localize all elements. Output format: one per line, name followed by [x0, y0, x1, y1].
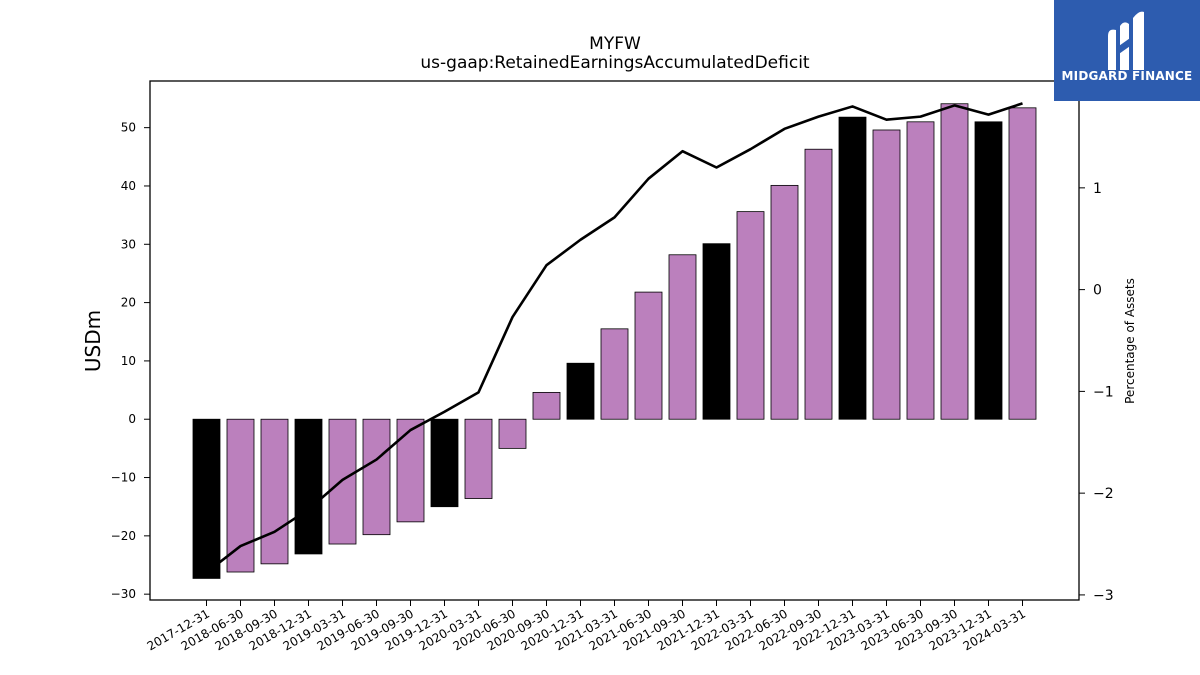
y2-tick-label: −2	[1093, 486, 1114, 502]
bar-2021-12-31	[702, 243, 731, 420]
bar-2020-03-31	[464, 418, 493, 499]
bar-2020-12-31	[566, 362, 595, 420]
y-tick-label: −30	[111, 587, 136, 601]
brand-name: MIDGARD FINANCE	[1061, 69, 1193, 83]
bar-2023-12-31	[974, 121, 1003, 420]
brand-logo: MIDGARD FINANCE	[1054, 0, 1200, 101]
y-tick-label: −10	[111, 471, 136, 485]
y2-tick-label: −3	[1093, 588, 1114, 604]
y-tick-label: −20	[111, 529, 136, 543]
x-axis: 2017-12-312018-06-302018-09-302018-12-31…	[145, 600, 1028, 653]
bar-2021-09-30	[668, 254, 697, 420]
bar-2018-06-30	[226, 418, 255, 573]
bar-2023-06-30	[906, 121, 935, 420]
series-line	[205, 102, 1023, 574]
bars-layer	[192, 103, 1037, 579]
y2-tick-label: 1	[1093, 181, 1102, 197]
bar-2022-09-30	[804, 148, 833, 420]
y2-axis: −3 −2 −1 0 1	[1079, 181, 1114, 604]
y2-tick-label: −1	[1093, 384, 1114, 400]
bar-2022-12-31	[838, 116, 867, 420]
bar-2020-09-30	[532, 391, 561, 420]
bar-2021-03-31	[600, 328, 629, 420]
y-tick-label: 30	[121, 237, 136, 251]
bar-2023-03-31	[872, 129, 901, 420]
bar-2018-09-30	[260, 418, 289, 565]
y-tick-label: 40	[121, 179, 136, 193]
y-tick-label: 20	[121, 296, 136, 310]
bar-2023-09-30	[940, 103, 969, 420]
bar-2021-06-30	[634, 291, 663, 420]
bar-2017-12-31	[192, 418, 221, 579]
y-axis: −30 −20 −10 0 10 20 30 40 50	[111, 121, 150, 601]
chart-title: MYFW	[589, 34, 641, 54]
y-tick-label: 10	[121, 354, 136, 368]
y-tick-label: 0	[128, 412, 136, 426]
bar-2019-09-30	[396, 418, 425, 523]
bar-2019-12-31	[430, 418, 459, 508]
bar-2022-06-30	[770, 184, 799, 420]
chart-subtitle: us-gaap:RetainedEarningsAccumulatedDefic…	[420, 53, 810, 73]
y-axis-label: USDm	[81, 310, 105, 372]
line-layer	[205, 102, 1023, 574]
bar-2018-12-31	[294, 418, 323, 555]
y-tick-label: 50	[121, 121, 136, 135]
bar-2019-06-30	[362, 418, 391, 536]
midgard-mark-icon	[1108, 11, 1144, 71]
bar-2020-06-30	[498, 418, 527, 449]
y2-tick-label: 0	[1093, 283, 1102, 299]
y2-axis-label: Percentage of Assets	[1123, 278, 1137, 404]
bar-2024-03-31	[1008, 107, 1037, 420]
bar-2022-03-31	[736, 211, 765, 420]
